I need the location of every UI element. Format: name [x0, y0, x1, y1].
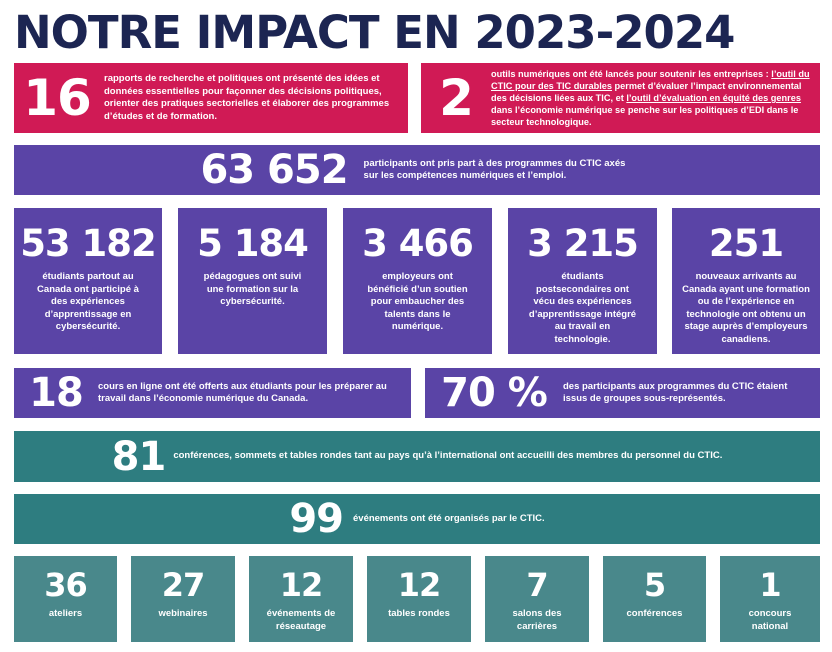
stat-text: étudiants partout au Canada ont particip… — [37, 271, 139, 332]
tools-text-3: dans l’économie numérique se penche sur … — [491, 105, 799, 127]
event-type-number: 12 — [397, 566, 442, 604]
conferences-card: 81 conférences, sommets et tables rondes… — [14, 431, 820, 482]
event-type-card: 1 concours national — [720, 556, 820, 642]
events-card: 99 événements ont été organisés par le C… — [14, 494, 820, 544]
event-type-label: tables rondes — [388, 608, 450, 619]
event-type-label: webinaires — [158, 608, 208, 619]
stat-text: employeurs ont bénéficié d’un soutien po… — [367, 271, 468, 332]
stat-text: pédagogues ont suivi une formation sur l… — [203, 271, 302, 307]
courses-text: cours en ligne ont été offerts aux étudi… — [98, 380, 387, 405]
event-type-number: 7 — [526, 566, 548, 604]
reports-text: rapports de recherche et politiques ont … — [104, 73, 390, 122]
stat-card: 251 nouveaux arrivants au Canada ayant u… — [672, 208, 820, 354]
courses-card: 18 cours en ligne ont été offerts aux ét… — [14, 368, 411, 418]
stat-text: étudiants postsecondaires ont vécu des e… — [528, 271, 637, 345]
event-type-number: 27 — [161, 566, 206, 604]
event-type-number: 36 — [44, 566, 88, 604]
participants-card: 63 652 participants ont pris part à des … — [14, 145, 820, 195]
events-number: 99 — [289, 496, 344, 542]
event-type-card: 12 tables rondes — [367, 556, 471, 642]
stat-number: 3 215 — [527, 222, 639, 265]
tools-text: outils numériques ont été lancés pour so… — [491, 68, 820, 128]
underrep-card: 70 % des participants aux programmes du … — [425, 368, 820, 418]
participants-text: participants ont pris part à des program… — [363, 157, 626, 182]
event-type-label: conférences — [626, 608, 683, 619]
event-type-label: événements de réseautage — [266, 608, 336, 632]
participants-number: 63 652 — [200, 147, 348, 193]
gender-equity-tool-link[interactable]: l’outil d’évaluation en équité des genre… — [626, 93, 801, 103]
stat-card: 3 466 employeurs ont bénéficié d’un sout… — [343, 208, 492, 354]
stat-number: 53 182 — [20, 222, 157, 265]
stat-card: 3 215 étudiants postsecondaires ont vécu… — [508, 208, 657, 354]
stat-number: 5 184 — [197, 222, 309, 265]
event-type-number: 5 — [643, 566, 666, 604]
event-type-card: 27 webinaires — [131, 556, 235, 642]
conferences-number: 81 — [111, 433, 167, 480]
events-text: événements ont été organisés par le CTIC… — [353, 512, 545, 524]
event-type-card: 12 événements de réseautage — [249, 556, 353, 642]
conferences-text: conférences, sommets et tables rondes ta… — [173, 450, 723, 462]
tools-card: 2 outils numériques ont été lancés pour … — [421, 63, 820, 133]
stat-number: 251 — [708, 222, 784, 265]
tools-text-2: permet d’évaluer l’impact environnementa… — [491, 81, 802, 103]
page-title: NOTRE IMPACT EN 2023-2024 — [14, 6, 735, 59]
reports-card: 16 rapports de recherche et politiques o… — [14, 63, 408, 133]
tools-text-1: outils numériques ont été lancés pour so… — [491, 69, 772, 79]
reports-number: 16 — [23, 69, 92, 127]
event-type-card: 5 conférences — [603, 556, 706, 642]
stat-number: 3 466 — [362, 222, 474, 265]
stat-text: nouveaux arrivants au Canada ayant une f… — [682, 271, 810, 345]
event-type-label: concours national — [748, 608, 792, 632]
event-type-label: salons des carrières — [512, 608, 562, 632]
sustainable-ict-tool-link[interactable]: l’outil du CTIC pour des TIC durables — [491, 69, 810, 91]
event-type-label: ateliers — [48, 608, 83, 619]
event-type-number: 1 — [759, 566, 781, 604]
event-type-number: 12 — [279, 566, 324, 604]
event-type-card: 7 salons des carrières — [485, 556, 589, 642]
courses-number: 18 — [29, 370, 84, 416]
event-type-card: 36 ateliers — [14, 556, 117, 642]
underrep-number: 70 % — [441, 370, 548, 416]
underrep-text: des participants aux programmes du CTIC … — [563, 380, 788, 405]
tools-number: 2 — [439, 69, 474, 127]
stat-card: 53 182 étudiants partout au Canada ont p… — [14, 208, 162, 354]
stat-card: 5 184 pédagogues ont suivi une formation… — [178, 208, 327, 354]
